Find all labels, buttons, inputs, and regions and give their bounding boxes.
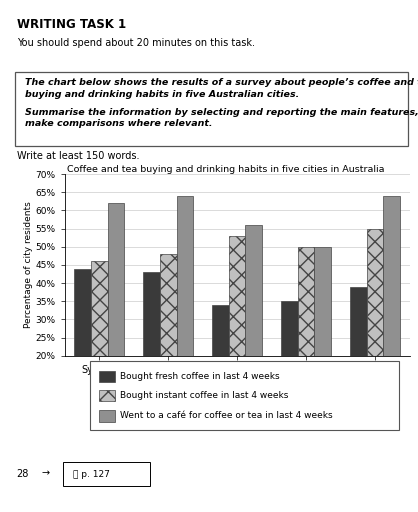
Bar [298, 247, 314, 429]
Bar [91, 261, 107, 429]
Text: Ⓒ p. 127: Ⓒ p. 127 [73, 470, 110, 479]
Bar [350, 287, 367, 429]
Bar [245, 225, 262, 429]
Text: Summarise the information by selecting and reporting the main features, and
make: Summarise the information by selecting a… [25, 108, 418, 129]
Bar [107, 203, 124, 429]
Text: The chart below shows the results of a survey about people’s coffee and tea
buyi: The chart below shows the results of a s… [25, 78, 418, 99]
Text: →: → [42, 468, 50, 479]
Y-axis label: Percentage of city residents: Percentage of city residents [24, 202, 33, 328]
Text: Went to a café for coffee or tea in last 4 weeks: Went to a café for coffee or tea in last… [120, 412, 333, 420]
Bar [281, 301, 298, 429]
Bar [143, 272, 160, 429]
Text: 28: 28 [17, 468, 29, 479]
Bar [176, 196, 193, 429]
Text: Coffee and tea buying and drinking habits in five cities in Australia: Coffee and tea buying and drinking habit… [67, 165, 385, 174]
Text: WRITING TASK 1: WRITING TASK 1 [17, 18, 126, 31]
Text: Write at least 150 words.: Write at least 150 words. [17, 151, 139, 161]
Bar [229, 236, 245, 429]
Text: Bought fresh coffee in last 4 weeks: Bought fresh coffee in last 4 weeks [120, 372, 280, 381]
Bar [314, 247, 331, 429]
Bar [383, 196, 400, 429]
Bar [212, 305, 229, 429]
Bar [367, 229, 383, 429]
Bar [160, 254, 176, 429]
Text: You should spend about 20 minutes on this task.: You should spend about 20 minutes on thi… [17, 38, 255, 49]
Bar [74, 269, 91, 429]
Text: Bought instant coffee in last 4 weeks: Bought instant coffee in last 4 weeks [120, 391, 289, 400]
